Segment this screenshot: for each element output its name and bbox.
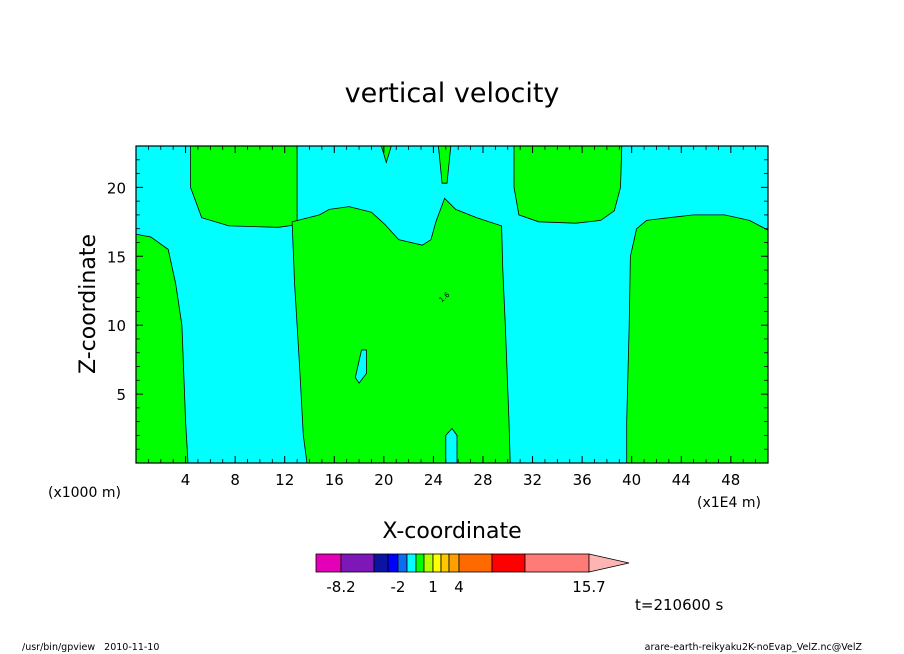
contour-region-positive [190, 145, 298, 228]
y-tick-label: 20 [107, 179, 126, 197]
colorbar-tick-label: 15.7 [572, 578, 605, 596]
colorbar-swatch [373, 553, 389, 573]
y-tick-label: 15 [107, 248, 126, 266]
colorbar-swatch [458, 553, 493, 573]
contour-region-negative [354, 349, 367, 384]
footer-left: /usr/bin/gpview 2010-11-10 [22, 642, 159, 653]
time-label: t=210600 s [635, 596, 723, 614]
colorbar-swatch [423, 553, 434, 573]
colorbar-swatch [315, 553, 342, 573]
x-tick-label: 16 [325, 471, 344, 489]
x-tick-label: 8 [230, 471, 240, 489]
colorbar-swatch [415, 553, 425, 573]
contour-region-negative [445, 427, 458, 464]
x-tick-label: 12 [275, 471, 294, 489]
x-tick-label: 32 [523, 471, 542, 489]
colorbar-swatch [340, 553, 375, 573]
colorbar-swatch [387, 553, 399, 573]
x-unit-left: (x1000 m) [48, 485, 121, 501]
colorbar: -8.2 -2 1 4 15.7 [315, 553, 630, 596]
x-unit-right: (x1E4 m) [697, 495, 761, 511]
colorbar-arrow [588, 553, 630, 573]
x-axis-label: X-coordinate [382, 519, 521, 544]
x-tick-label: 40 [622, 471, 641, 489]
contour-region-positive [513, 145, 623, 224]
colorbar-swatch [440, 553, 450, 573]
contour-region-positive [291, 197, 511, 464]
x-tick-label: 44 [672, 471, 691, 489]
colorbar-tick-label: 1 [428, 578, 438, 596]
y-tick-label: 5 [116, 386, 126, 404]
colorbar-tick-label: 4 [454, 578, 464, 596]
colorbar-tick-label: -2 [391, 578, 406, 596]
contour-region-positive [135, 233, 189, 464]
y-tick-label: 10 [107, 317, 126, 335]
chart-title: vertical velocity [345, 78, 560, 109]
colorbar-tick-label: -8.2 [326, 578, 355, 596]
colorbar-swatch [406, 553, 417, 573]
contour-region-positive [626, 214, 769, 464]
x-tick-label: 20 [374, 471, 393, 489]
x-tick-label: 28 [473, 471, 492, 489]
x-tick-label: 4 [181, 471, 191, 489]
colorbar-swatch [491, 553, 526, 573]
x-tick-label: 48 [721, 471, 740, 489]
colorbar-swatch [397, 553, 408, 573]
colorbar-swatch [448, 553, 460, 573]
plot-frame [135, 145, 769, 464]
colorbar-swatch [524, 553, 590, 573]
footer-right: arare-earth-reikyaku2K-noEvap_VelZ.nc@Ve… [645, 642, 863, 653]
colorbar-swatch [432, 553, 442, 573]
y-axis-label: Z-coordinate [76, 234, 101, 374]
x-tick-label: 24 [424, 471, 443, 489]
x-tick-label: 36 [573, 471, 592, 489]
